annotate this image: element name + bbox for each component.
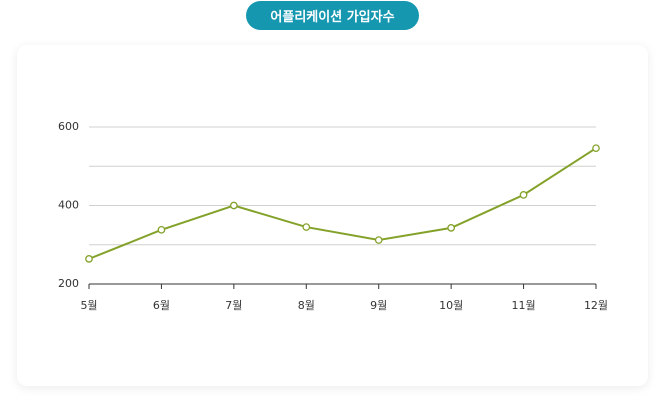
x-tick-label: 5월: [80, 299, 97, 312]
point: [374, 236, 383, 244]
x-tick-label: 11월: [512, 299, 536, 312]
chart-title: 어플리케이션 가입자수: [246, 1, 419, 30]
y-tick-label: 600: [58, 120, 79, 133]
x-tick-label: 8월: [298, 299, 315, 312]
line: [88, 147, 597, 260]
x-tick-label: 10월: [439, 299, 463, 312]
point: [230, 201, 238, 210]
x-tick-label: 12월: [584, 299, 608, 312]
y-tick-label: 400: [58, 199, 79, 212]
point: [85, 255, 93, 263]
x-tick-label: 9월: [370, 299, 387, 312]
chart-card: [17, 45, 648, 386]
point: [302, 223, 311, 231]
y-tick-label: 200: [58, 277, 79, 290]
x-tick-label: 7월: [225, 299, 242, 312]
point: [519, 191, 528, 199]
point: [447, 224, 455, 232]
point: [592, 144, 600, 153]
point: [157, 225, 166, 234]
x-tick-label: 6월: [153, 299, 170, 312]
